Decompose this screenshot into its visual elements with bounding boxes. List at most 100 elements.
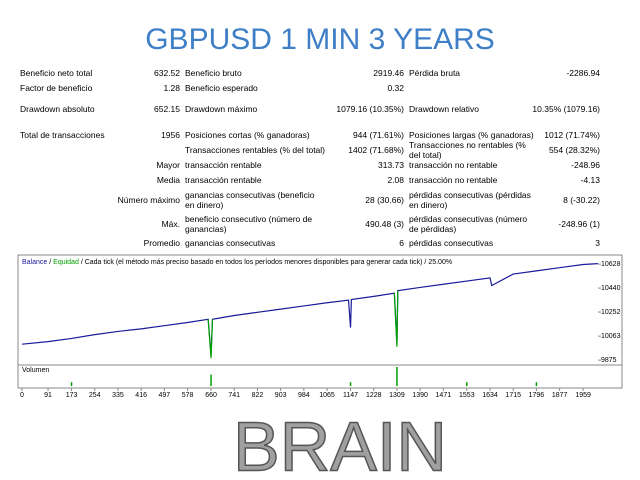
x-tick-label: 1065 (319, 392, 335, 399)
x-tick-label: 984 (298, 392, 310, 399)
stat-value: 2919.46 (373, 68, 404, 78)
x-tick-label: 1309 (389, 392, 405, 399)
legend-entry: Balance (22, 259, 47, 266)
x-tick-label: 1147 (343, 392, 358, 399)
x-tick-label: 660 (205, 392, 217, 399)
stat-label: Máx. (161, 219, 180, 229)
x-tick-label: 1959 (575, 392, 591, 399)
stat-value: -2286.94 (566, 68, 600, 78)
stat-label: Media (156, 175, 180, 185)
stat-value: 0.32 (387, 83, 404, 93)
legend-entry: Equidad (53, 259, 79, 266)
stat-value: 1079.16 (10.35%) (336, 104, 404, 114)
stat-label: Factor de beneficio (20, 83, 93, 93)
stat-value: -4.13 (580, 175, 600, 185)
x-tick-label: 173 (66, 392, 78, 399)
stat-value: 554 (28.32%) (548, 145, 600, 155)
x-tick-label: 254 (89, 392, 101, 399)
stat-label: Posiciones largas (% ganadoras) (409, 130, 534, 140)
stat-label: ganancias consecutivas (beneficio en din… (185, 190, 315, 210)
x-tick-label: 91 (44, 392, 52, 399)
x-tick-label: 1715 (505, 392, 521, 399)
stat-label: pérdidas consecutivas (409, 238, 494, 248)
stat-value: 313.73 (378, 160, 404, 170)
x-tick-label: 1796 (529, 392, 545, 399)
stat-label: Total de transacciones (20, 130, 105, 140)
stat-value: 1012 (71.74%) (544, 130, 600, 140)
stat-label: Mayor (156, 160, 180, 170)
footer-text: BRAIN (233, 407, 447, 480)
separator: / (81, 259, 83, 266)
stat-value: -248.96 (1) (558, 219, 600, 229)
series-line (207, 290, 399, 359)
volume-bar (466, 382, 468, 386)
stat-label: pérdidas consecutivas (número de pérdida… (409, 214, 528, 234)
stat-label: Transacciones rentables (% del total) (185, 145, 326, 155)
stat-value: 1956 (161, 130, 180, 140)
x-tick-label: 1228 (366, 392, 382, 399)
volume-bar (535, 382, 538, 386)
stat-value: 632.52 (154, 68, 180, 78)
x-tick-label: 1634 (482, 392, 498, 399)
chart-header: Balance / Equidad / Cada tick (el método… (22, 259, 452, 266)
stat-label: Posiciones cortas (% ganadoras) (185, 130, 310, 140)
chart-note: Cada tick (el método más preciso basado … (85, 259, 423, 266)
volume-bar (349, 382, 352, 386)
stat-value: 1.28 (163, 83, 180, 93)
y-tick-label: 10628 (601, 261, 621, 268)
stat-value: 490.48 (3) (365, 219, 404, 229)
stat-value: 28 (30.66) (365, 195, 404, 205)
chart-frame (17, 254, 623, 389)
stat-label: Beneficio esperado (185, 83, 258, 93)
x-tick-label: 416 (135, 392, 147, 399)
y-tick-label: 10063 (601, 333, 621, 340)
x-tick-label: 497 (159, 392, 171, 399)
stat-label: beneficio consecutivo (número de gananci… (185, 214, 313, 234)
stat-label: Drawdown máximo (185, 104, 258, 114)
separator: / (424, 259, 426, 266)
stat-label: Promedio (143, 238, 180, 248)
page-title: GBPUSD 1 MIN 3 YEARS (145, 23, 495, 56)
stat-value: 1402 (71.68%) (348, 145, 404, 155)
stat-label: Beneficio bruto (185, 68, 242, 78)
x-tick-label: 335 (112, 392, 124, 399)
stat-label: Drawdown absoluto (20, 104, 95, 114)
stat-label: transacción no rentable (409, 160, 498, 170)
x-tick-label: 1877 (552, 392, 568, 399)
volume-bar (210, 374, 212, 386)
volume-title: Volumen (22, 367, 49, 374)
stat-value: 2.08 (387, 175, 404, 185)
series-line (21, 263, 599, 355)
x-tick-label: 1553 (459, 392, 475, 399)
x-tick-label: 1390 (412, 392, 428, 399)
stat-label: transacción rentable (185, 175, 262, 185)
stat-label: ganancias consecutivas (185, 238, 276, 248)
y-tick-label: 10440 (601, 285, 621, 292)
stat-label: Transacciones no rentables (% del total) (409, 140, 526, 160)
stat-value: 6 (399, 238, 404, 248)
x-tick-label: 822 (252, 392, 264, 399)
stat-label: Pérdida bruta (409, 68, 461, 78)
stat-value: 944 (71.61%) (352, 130, 404, 140)
x-tick-label: 903 (275, 392, 287, 399)
x-tick-label: 1471 (436, 392, 452, 399)
stat-value: 8 (-30.22) (563, 195, 600, 205)
stat-label: pérdidas consecutivas (pérdidas en diner… (409, 190, 531, 210)
stat-label: transacción no rentable (409, 175, 498, 185)
chart-percent: 25.00% (428, 259, 452, 266)
volume-bar (70, 382, 73, 386)
x-tick-label: 741 (228, 392, 240, 399)
stat-label: Beneficio neto total (20, 68, 93, 78)
separator: / (49, 259, 51, 266)
y-tick-label: 10252 (601, 309, 621, 316)
stat-label: transacción rentable (185, 160, 262, 170)
stat-label: Drawdown relativo (409, 104, 479, 114)
x-tick-label: 578 (182, 392, 194, 399)
stat-label: Número máximo (117, 195, 180, 205)
stat-value: 10.35% (1079.16) (532, 104, 600, 114)
stat-value: 652.15 (154, 104, 180, 114)
stat-value: -248.96 (571, 160, 600, 170)
x-tick-label: 0 (20, 392, 24, 399)
